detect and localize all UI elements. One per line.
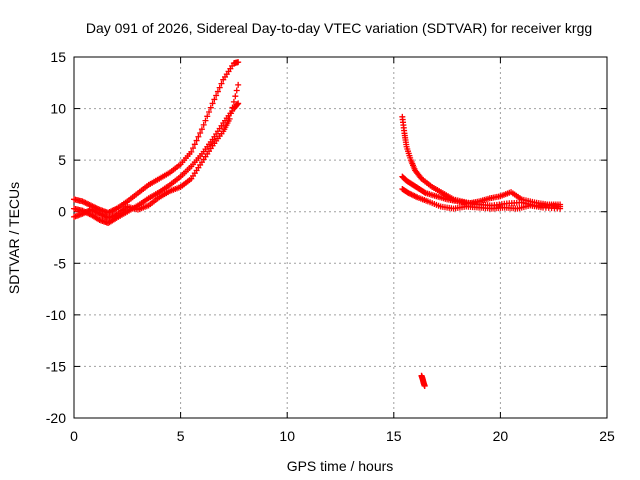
data-point [190, 145, 197, 152]
chart-title: Day 091 of 2026, Sidereal Day-to-day VTE… [86, 20, 592, 36]
x-tick-label: 0 [70, 428, 78, 444]
data-point [235, 100, 242, 107]
data-point [200, 121, 207, 128]
data-point [235, 81, 242, 88]
data-point [218, 80, 225, 87]
x-tick-label: 5 [177, 428, 185, 444]
data-point [206, 109, 213, 116]
data-point [229, 104, 236, 111]
y-tick-label: 5 [58, 152, 66, 168]
series-track-f [399, 186, 564, 212]
series-track-d [399, 113, 564, 210]
x-tick-label: 25 [599, 428, 615, 444]
data-point [191, 141, 198, 148]
x-tick-label: 15 [386, 428, 402, 444]
y-axis-title: SDTVAR / TECUs [6, 182, 22, 294]
data-point [228, 110, 235, 117]
data-point [234, 101, 241, 108]
series-track-a [71, 59, 242, 216]
y-tick-label: 0 [58, 204, 66, 220]
data-point [197, 129, 204, 136]
series-track-c [71, 81, 242, 221]
y-tick-label: -20 [46, 410, 66, 426]
data-point [557, 205, 564, 212]
data-point [235, 59, 242, 66]
x-axis-title: GPS time / hours [287, 458, 394, 474]
grid [74, 57, 607, 418]
x-tick-label: 20 [493, 428, 509, 444]
data-point [216, 84, 223, 91]
data-point [421, 189, 428, 196]
data-point [232, 93, 239, 100]
y-tick-label: 15 [50, 49, 66, 65]
y-tick-label: -5 [54, 255, 67, 271]
data-point [233, 87, 240, 94]
data-point [421, 383, 428, 390]
data-point [207, 104, 214, 111]
data-point [209, 100, 216, 107]
data-point [226, 115, 233, 122]
data-points [71, 59, 564, 390]
y-tick-label: -10 [46, 307, 66, 323]
y-tick-label: -15 [46, 358, 66, 374]
plot-frame [73, 56, 608, 419]
data-point [202, 117, 209, 124]
series-track-g [418, 372, 428, 390]
data-point [214, 88, 221, 95]
data-point [195, 133, 202, 140]
series-track-b [71, 100, 242, 227]
data-point [188, 148, 195, 155]
y-tick-label: 10 [50, 101, 66, 117]
data-point [230, 98, 237, 105]
series-track-e [399, 173, 564, 208]
data-point [198, 126, 205, 133]
data-point [204, 113, 211, 120]
axis-ticks: 0 5 10 15 20 25 -20 -15 -10 -5 0 5 10 15 [46, 49, 615, 444]
data-point [211, 96, 218, 103]
data-point [193, 137, 200, 144]
data-point [213, 92, 220, 99]
x-tick-label: 10 [279, 428, 295, 444]
